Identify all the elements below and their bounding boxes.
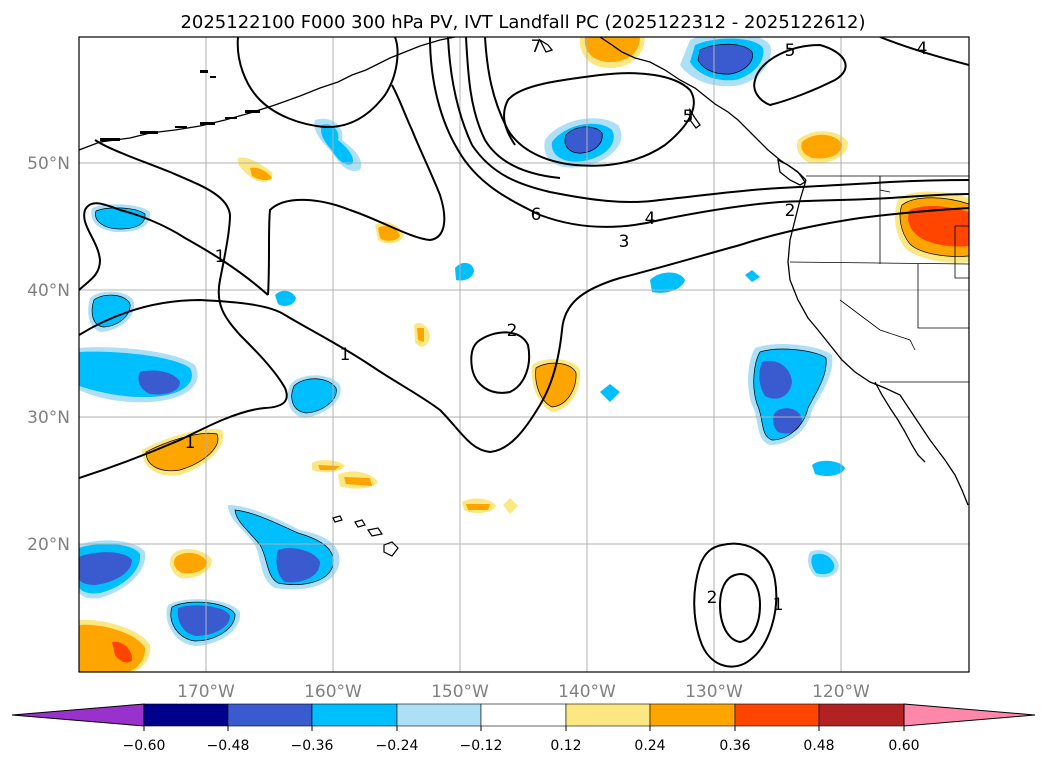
colorbar-tick-label: 0.48 bbox=[803, 738, 834, 754]
colorbar-segment bbox=[818, 703, 905, 727]
blob-outlines bbox=[91, 43, 969, 642]
pos-blob-bc bbox=[796, 131, 848, 164]
contour-label: 3 bbox=[619, 232, 630, 252]
map-area: 7 5 4 5 6 4 3 2 1 1 2 1 2 1 bbox=[79, 37, 969, 672]
lat-label-50n: 50°N bbox=[27, 154, 70, 174]
contour-labels: 7 5 4 5 6 4 3 2 1 1 2 1 2 1 bbox=[185, 37, 928, 615]
lat-label-30n: 30°N bbox=[27, 408, 70, 428]
map-title: 2025122100 F000 300 hPa PV, IVT Landfall… bbox=[180, 12, 865, 33]
borders bbox=[789, 175, 969, 383]
colorbar-segment bbox=[565, 703, 651, 727]
neg-blob-center bbox=[228, 505, 340, 590]
neg-blob-left-2 bbox=[88, 291, 135, 332]
colorbar-extend-high bbox=[903, 703, 1036, 727]
colorbar-segment bbox=[143, 703, 229, 727]
colorbar-tick-label: 0.24 bbox=[634, 738, 665, 754]
contour-label: 5 bbox=[785, 41, 796, 61]
lon-label-170w: 170°W bbox=[177, 682, 235, 702]
lon-label-150w: 150°W bbox=[431, 682, 489, 702]
colorbar-tick-label: −0.60 bbox=[123, 738, 166, 754]
contour-label: 2 bbox=[507, 321, 518, 341]
contour-label: 7 bbox=[531, 37, 542, 57]
pv-contours bbox=[79, 37, 969, 668]
contour-label: 4 bbox=[917, 39, 928, 59]
colorbar-tick-label: −0.48 bbox=[207, 738, 250, 754]
pos-blob-left bbox=[142, 429, 224, 476]
pos-blob-small bbox=[170, 157, 518, 579]
lat-labels: 50°N 40°N 30°N 20°N bbox=[27, 154, 70, 555]
colorbar-tick-label: −0.12 bbox=[460, 738, 503, 754]
contour-label: 1 bbox=[215, 247, 226, 267]
contour-label: 1 bbox=[340, 345, 351, 365]
colorbar-tick-label: 0.36 bbox=[719, 738, 750, 754]
pos-blob-sw bbox=[79, 619, 151, 672]
colorbar-tick-label: −0.24 bbox=[376, 738, 419, 754]
gridlines bbox=[79, 37, 969, 672]
pos-blob-top bbox=[579, 37, 645, 68]
contour-label: 5 bbox=[683, 107, 694, 127]
contour-label: 1 bbox=[773, 595, 784, 615]
ivt-shading bbox=[79, 37, 969, 672]
lon-labels: 170°W 160°W 150°W 140°W 130°W 120°W bbox=[177, 682, 870, 702]
neg-blob-left-4 bbox=[287, 375, 341, 418]
neg-blob-south bbox=[166, 599, 241, 646]
lon-label-130w: 130°W bbox=[685, 682, 743, 702]
coastlines bbox=[79, 37, 969, 506]
colorbar-tick-label: 0.12 bbox=[550, 738, 581, 754]
lat-label-40n: 40°N bbox=[27, 281, 70, 301]
colorbar-segment bbox=[480, 703, 567, 727]
aleutian-islands bbox=[100, 70, 260, 141]
lon-label-120w: 120°W bbox=[812, 682, 870, 702]
contour-label: 1 bbox=[185, 433, 196, 453]
colorbar-tick-label: −0.36 bbox=[291, 738, 334, 754]
colorbar-segment bbox=[649, 703, 736, 727]
map-frame bbox=[78, 36, 970, 673]
contour-label: 4 bbox=[645, 209, 656, 229]
colorbar-segment bbox=[734, 703, 820, 727]
colorbar-segment bbox=[311, 703, 398, 727]
lon-label-140w: 140°W bbox=[558, 682, 616, 702]
colorbar-segment bbox=[227, 703, 313, 727]
hawaii-islands bbox=[332, 515, 399, 557]
lat-label-20n: 20°N bbox=[27, 535, 70, 555]
contour-label: 2 bbox=[785, 201, 796, 221]
contour-label: 2 bbox=[707, 588, 718, 608]
lon-label-160w: 160°W bbox=[304, 682, 362, 702]
colorbar: −0.60 −0.48 −0.36 −0.24 −0.12 0.12 0.24 … bbox=[11, 703, 1036, 754]
colorbar-tick-label: 0.60 bbox=[888, 738, 919, 754]
neg-blob-sw bbox=[79, 540, 146, 599]
colorbar-segment bbox=[396, 703, 482, 727]
neg-blob-left-3 bbox=[79, 347, 198, 403]
contour-label: 6 bbox=[531, 205, 542, 225]
